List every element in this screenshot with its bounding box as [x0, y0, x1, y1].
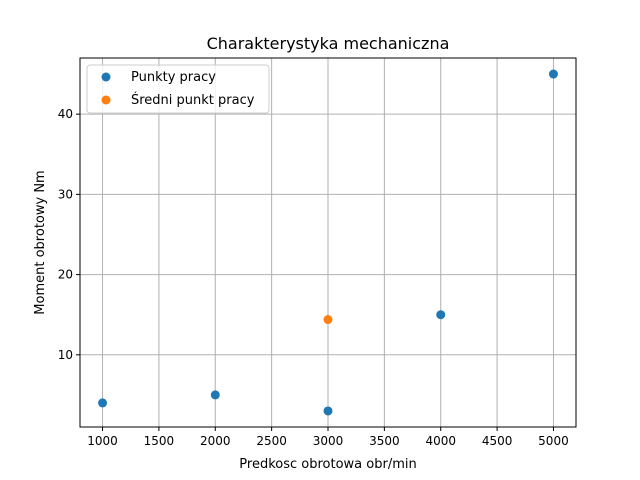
x-axis-label: Predkosc obrotowa obr/min — [239, 457, 416, 472]
grid-lines — [80, 58, 576, 427]
y-tick-label: 10 — [58, 348, 73, 362]
data-point-series-0 — [436, 310, 446, 320]
x-tick-label: 5000 — [538, 434, 569, 448]
x-tick-label: 4000 — [425, 434, 456, 448]
x-tick-label: 2500 — [256, 434, 287, 448]
data-point-series-0 — [98, 398, 108, 408]
legend-box — [86, 64, 270, 114]
y-tick-label: 20 — [58, 268, 73, 282]
data-point-series-0 — [323, 406, 333, 416]
x-tick-label: 3000 — [313, 434, 344, 448]
y-axis-label: Moment obrotowy Nm — [33, 170, 48, 314]
data-point-series-0 — [210, 390, 220, 400]
x-tick-label: 3500 — [369, 434, 400, 448]
axis-ticks: 1000 1500 2000 2500 3000 3500 4000 4500 5000 10 20… — [58, 107, 569, 448]
x-tick-label: 1000 — [87, 434, 118, 448]
legend-marker-punkty-pracy — [101, 72, 111, 82]
legend-marker-sredni-punkt-pracy — [101, 95, 111, 105]
chart-title: Charakterystyka mechaniczna — [207, 34, 450, 53]
legend: Punkty pracy Średni punkt pracy — [86, 64, 270, 114]
x-tick-label: 4500 — [482, 434, 513, 448]
legend-label-sredni-punkt-pracy: Średni punkt pracy — [131, 92, 255, 108]
x-tick-label: 1500 — [144, 434, 175, 448]
y-tick-label: 40 — [58, 107, 73, 121]
data-point-series-0 — [548, 69, 558, 79]
data-point-series-1 — [323, 315, 333, 325]
plot-frame — [79, 57, 577, 428]
x-tick-label: 2000 — [200, 434, 231, 448]
legend-label-punkty-pracy: Punkty pracy — [131, 70, 216, 85]
data-points — [98, 69, 558, 416]
y-tick-label: 30 — [58, 187, 73, 201]
